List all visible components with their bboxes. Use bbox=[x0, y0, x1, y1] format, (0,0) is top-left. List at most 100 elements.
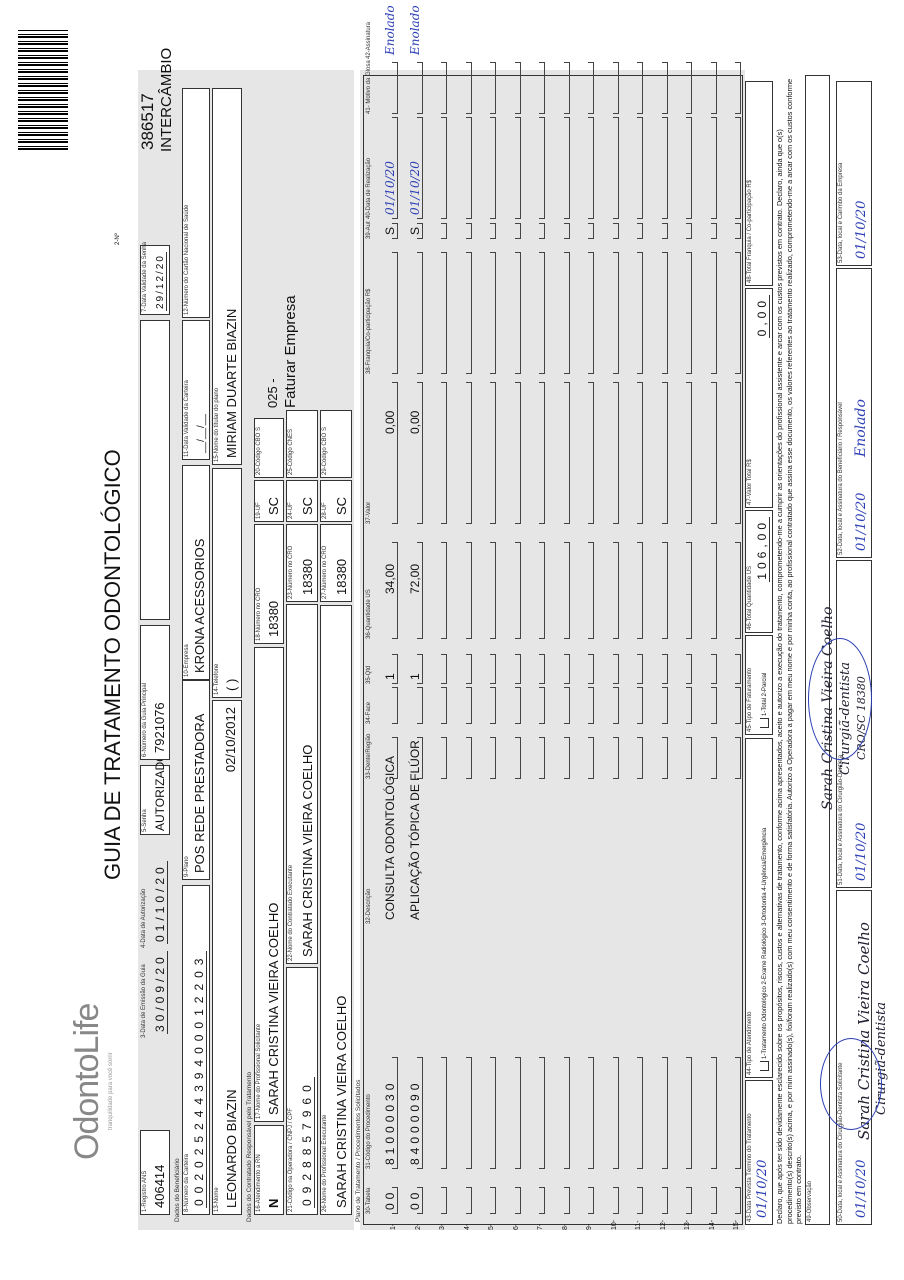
input-boxes[interactable] bbox=[514, 62, 521, 114]
input-boxes[interactable] bbox=[490, 654, 496, 684]
input-boxes[interactable] bbox=[588, 117, 594, 219]
input-boxes[interactable] bbox=[490, 1187, 496, 1214]
input-boxes[interactable] bbox=[539, 382, 545, 524]
input-boxes[interactable] bbox=[637, 117, 643, 219]
input-boxes[interactable] bbox=[539, 687, 545, 724]
input-boxes[interactable] bbox=[465, 542, 472, 639]
input-boxes[interactable] bbox=[539, 117, 545, 219]
input-boxes[interactable] bbox=[392, 687, 398, 724]
input-boxes[interactable] bbox=[661, 654, 668, 684]
input-boxes[interactable] bbox=[563, 223, 570, 239]
input-boxes[interactable] bbox=[441, 252, 447, 374]
input-boxes[interactable] bbox=[661, 223, 668, 239]
input-boxes[interactable] bbox=[588, 737, 594, 779]
input-boxes[interactable] bbox=[563, 1187, 570, 1214]
input-boxes[interactable] bbox=[710, 654, 717, 684]
input-boxes[interactable] bbox=[514, 1057, 521, 1169]
input-boxes[interactable] bbox=[514, 737, 521, 779]
input-boxes[interactable] bbox=[588, 654, 594, 684]
input-boxes[interactable] bbox=[514, 223, 521, 239]
input-boxes[interactable] bbox=[612, 252, 619, 374]
input-boxes[interactable] bbox=[710, 252, 717, 374]
input-boxes[interactable] bbox=[514, 654, 521, 684]
input-boxes[interactable] bbox=[686, 1187, 692, 1214]
input-boxes[interactable] bbox=[661, 1057, 668, 1169]
input-boxes[interactable] bbox=[416, 687, 423, 724]
input-boxes[interactable] bbox=[490, 62, 496, 114]
input-boxes[interactable] bbox=[661, 1187, 668, 1214]
input-boxes[interactable] bbox=[686, 117, 692, 219]
input-boxes[interactable] bbox=[563, 542, 570, 639]
input-boxes[interactable] bbox=[392, 737, 398, 779]
input-boxes[interactable] bbox=[735, 654, 741, 684]
input-boxes[interactable] bbox=[441, 654, 447, 684]
input-boxes[interactable] bbox=[735, 223, 741, 239]
input-boxes[interactable] bbox=[637, 1187, 643, 1214]
input-boxes[interactable] bbox=[612, 1187, 619, 1214]
input-boxes[interactable] bbox=[588, 252, 594, 374]
input-boxes[interactable] bbox=[661, 687, 668, 724]
input-boxes[interactable] bbox=[392, 62, 398, 114]
input-boxes[interactable] bbox=[612, 687, 619, 724]
input-boxes[interactable] bbox=[441, 1187, 447, 1214]
input-boxes[interactable] bbox=[514, 1187, 521, 1214]
input-boxes[interactable] bbox=[441, 737, 447, 779]
input-boxes[interactable] bbox=[686, 542, 692, 639]
input-boxes[interactable] bbox=[686, 223, 692, 239]
input-boxes[interactable] bbox=[441, 223, 447, 239]
input-boxes[interactable] bbox=[735, 737, 741, 779]
input-boxes[interactable] bbox=[637, 223, 643, 239]
input-boxes[interactable] bbox=[637, 62, 643, 114]
input-boxes[interactable] bbox=[588, 382, 594, 524]
input-boxes[interactable] bbox=[735, 542, 741, 639]
input-boxes[interactable] bbox=[465, 252, 472, 374]
input-boxes[interactable] bbox=[588, 1057, 594, 1169]
input-boxes[interactable] bbox=[514, 687, 521, 724]
input-boxes[interactable] bbox=[539, 223, 545, 239]
tipo-faturamento-checkbox[interactable] bbox=[760, 718, 769, 728]
input-boxes[interactable] bbox=[539, 1057, 545, 1169]
input-boxes[interactable] bbox=[563, 1057, 570, 1169]
input-boxes[interactable] bbox=[661, 382, 668, 524]
input-boxes[interactable] bbox=[735, 252, 741, 374]
input-boxes[interactable] bbox=[588, 1187, 594, 1214]
input-boxes[interactable] bbox=[735, 687, 741, 724]
input-boxes[interactable] bbox=[612, 737, 619, 779]
input-boxes[interactable] bbox=[441, 62, 447, 114]
tipo-atendimento-checkbox[interactable] bbox=[760, 1061, 769, 1071]
input-boxes[interactable] bbox=[490, 687, 496, 724]
input-boxes[interactable] bbox=[441, 382, 447, 524]
input-boxes[interactable] bbox=[539, 737, 545, 779]
input-boxes[interactable] bbox=[710, 737, 717, 779]
input-boxes[interactable] bbox=[686, 382, 692, 524]
input-boxes[interactable] bbox=[490, 382, 496, 524]
input-boxes[interactable] bbox=[465, 654, 472, 684]
input-boxes[interactable] bbox=[490, 117, 496, 219]
input-boxes[interactable] bbox=[416, 62, 423, 114]
input-boxes[interactable] bbox=[612, 223, 619, 239]
input-boxes[interactable] bbox=[392, 252, 398, 374]
input-boxes[interactable] bbox=[735, 1057, 741, 1169]
input-boxes[interactable] bbox=[686, 1057, 692, 1169]
input-boxes[interactable] bbox=[539, 542, 545, 639]
input-boxes[interactable] bbox=[465, 1057, 472, 1169]
input-boxes[interactable] bbox=[588, 62, 594, 114]
input-boxes[interactable] bbox=[637, 687, 643, 724]
input-boxes[interactable] bbox=[661, 542, 668, 639]
input-boxes[interactable] bbox=[441, 687, 447, 724]
input-boxes[interactable] bbox=[490, 1057, 496, 1169]
input-boxes[interactable] bbox=[514, 542, 521, 639]
input-boxes[interactable] bbox=[588, 542, 594, 639]
input-boxes[interactable] bbox=[588, 223, 594, 239]
input-boxes[interactable] bbox=[465, 382, 472, 524]
input-boxes[interactable] bbox=[416, 737, 423, 779]
input-boxes[interactable] bbox=[588, 687, 594, 724]
input-boxes[interactable] bbox=[539, 252, 545, 374]
input-boxes[interactable] bbox=[392, 382, 398, 524]
input-boxes[interactable] bbox=[490, 252, 496, 374]
input-boxes[interactable] bbox=[710, 62, 717, 114]
input-boxes[interactable] bbox=[686, 62, 692, 114]
input-boxes[interactable] bbox=[612, 62, 619, 114]
input-boxes[interactable] bbox=[563, 382, 570, 524]
input-boxes[interactable] bbox=[735, 62, 741, 114]
